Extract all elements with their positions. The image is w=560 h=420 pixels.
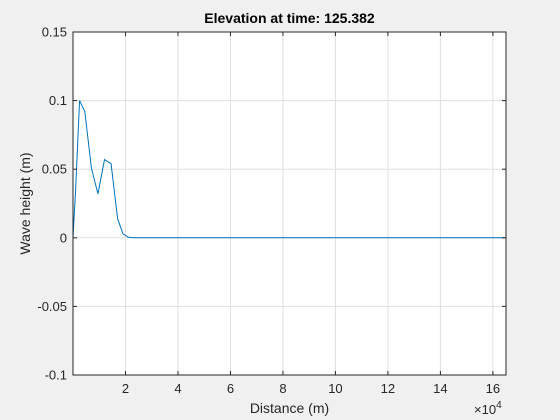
axes-background [73, 32, 506, 375]
series-group [72, 100, 506, 239]
x-tick-label: 14 [433, 381, 447, 396]
x-axis-label: Distance (m) [250, 400, 329, 416]
x-tick-label: 8 [279, 381, 286, 396]
tick-marks [73, 31, 506, 376]
x-exponent-label: ×104 [474, 400, 502, 417]
x-tick-label: 16 [486, 381, 500, 396]
series-line [72, 100, 506, 239]
y-tick-labels: -0.1 -0.05 0 0.05 0.1 0.15 [37, 25, 67, 383]
y-tick-label: -0.1 [45, 368, 67, 383]
axes-box [72, 31, 507, 376]
x-tick-labels: 2 4 6 8 10 12 14 16 [122, 381, 500, 396]
y-tick-label: 0.15 [42, 25, 67, 40]
y-axis-label: Wave height (m) [17, 152, 33, 254]
y-tick-label: -0.05 [37, 299, 67, 314]
y-tick-label: 0.05 [42, 162, 67, 177]
chart-title: Elevation at time: 125.382 [204, 10, 375, 26]
x-tick-label: 2 [122, 381, 129, 396]
x-exponent-base: ×10 [474, 402, 496, 417]
y-tick-label: 0 [60, 230, 67, 245]
x-tick-label: 4 [174, 381, 181, 396]
x-tick-label: 12 [381, 381, 395, 396]
x-tick-label: 10 [328, 381, 342, 396]
y-tick-label: 0.1 [49, 93, 67, 108]
x-exponent-power: 4 [496, 400, 502, 411]
x-tick-label: 6 [227, 381, 234, 396]
